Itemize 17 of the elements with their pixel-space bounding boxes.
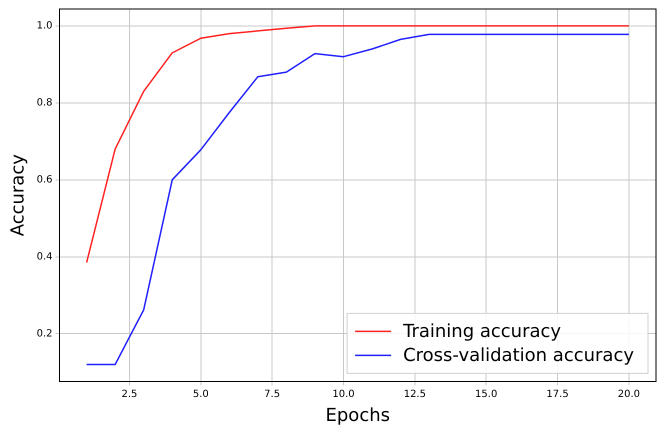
legend-label: Training accuracy: [402, 321, 562, 342]
x-tick-label: 7.5: [264, 388, 280, 400]
x-tick-label: 2.5: [121, 388, 138, 400]
legend-label: Cross-validation accuracy: [403, 345, 634, 366]
y-tick-label: 1.0: [36, 20, 53, 32]
x-axis-title: Epochs: [326, 404, 390, 426]
y-axis-title: Accuracy: [7, 154, 28, 236]
y-tick-label: 0.8: [36, 97, 53, 108]
x-tick-label: 12.5: [404, 388, 426, 400]
y-tick-label: 0.2: [36, 328, 53, 340]
x-tick-label: 20.0: [618, 388, 640, 400]
y-tick-label: 0.4: [36, 251, 53, 262]
x-tick-label: 15.0: [475, 388, 498, 400]
x-tick-label: 17.5: [546, 388, 569, 400]
y-tick-label: 0.6: [36, 174, 53, 186]
x-tick-label: 10.0: [332, 388, 355, 400]
x-tick-label: 5.0: [192, 388, 209, 400]
